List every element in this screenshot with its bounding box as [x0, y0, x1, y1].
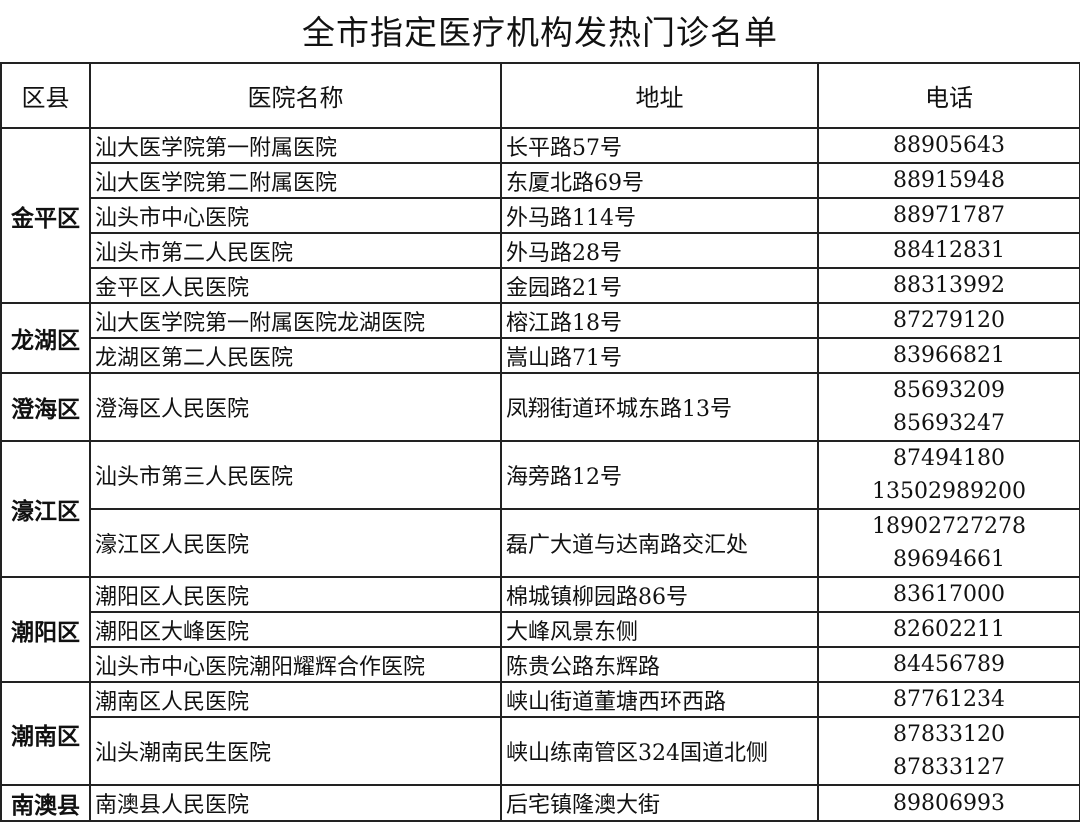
phone-cell: 83617000: [817, 576, 1080, 613]
table-row: 潮阳区大峰医院 大峰风景东侧 82602211: [1, 611, 1080, 648]
fever-clinic-table: 区县 医院名称 地址 电话 金平区 汕大医学院第一附属医院 长平路57号 889056…: [0, 62, 1080, 822]
table-row: 濠江区人民医院 磊广大道与达南路交汇处 18902727278 89694661: [1, 508, 1080, 578]
address-cell: 长平路57号: [500, 127, 819, 164]
phone-cell: 88915948: [817, 162, 1080, 199]
header-address: 地址: [500, 62, 819, 129]
address-cell: 峡山街道董塘西环西路: [500, 681, 819, 718]
district-cell: 南澳县: [0, 784, 91, 822]
table-row: 潮南区 潮南区人民医院 峡山街道董塘西环西路 87761234: [0, 681, 1080, 786]
district-cell: 龙湖区: [0, 302, 91, 374]
phone-cell: 83966821: [817, 337, 1080, 374]
address-cell: 外马路114号: [500, 197, 819, 234]
phone-number: 87833127: [893, 755, 1005, 780]
phone-number: 88971787: [893, 203, 1005, 228]
table-row: 濠江区 汕头市第三人民医院 海旁路12号 87494180 13502989200: [0, 440, 1080, 578]
hospital-name-cell: 汕大医学院第一附属医院: [89, 127, 502, 164]
phone-number: 87494180: [893, 446, 1005, 471]
table-row: 汕头市中心医院潮阳耀辉合作医院 陈贵公路东辉路 84456789: [1, 646, 1080, 683]
hospital-name-cell: 南澳县人民医院: [89, 784, 502, 822]
phone-number: 88915948: [893, 168, 1005, 193]
hospital-name-cell: 潮阳区大峰医院: [89, 611, 502, 648]
phone-cell: 87761234: [817, 681, 1080, 718]
phone-number: 87761234: [893, 687, 1005, 712]
hospital-name-cell: 汕头市中心医院潮阳耀辉合作医院: [89, 646, 502, 683]
hospital-name-cell: 汕大医学院第一附属医院龙湖医院: [89, 302, 502, 339]
address-cell: 峡山练南管区324国道北侧: [500, 716, 819, 786]
district-cell: 潮南区: [0, 681, 91, 786]
phone-number: 87833120: [893, 722, 1005, 747]
address-cell: 陈贵公路东辉路: [500, 646, 819, 683]
table-header-row: 区县 医院名称 地址 电话: [0, 62, 1080, 129]
hospital-name-cell: 澄海区人民医院: [89, 372, 502, 442]
phone-number: 87279120: [893, 308, 1005, 333]
hospital-name-cell: 汕大医学院第二附属医院: [89, 162, 502, 199]
phone-cell: 82602211: [817, 611, 1080, 648]
address-cell: 海旁路12号: [500, 440, 819, 510]
phone-number: 13502989200: [872, 479, 1026, 504]
address-cell: 棉城镇柳园路86号: [500, 576, 819, 613]
phone-cell: 89806993: [817, 784, 1080, 822]
address-cell: 榕江路18号: [500, 302, 819, 339]
phone-cell: 88905643: [817, 127, 1080, 164]
hospital-name-cell: 龙湖区第二人民医院: [89, 337, 502, 374]
hospital-name-cell: 汕头市第三人民医院: [89, 440, 502, 510]
address-cell: 外马路28号: [500, 232, 819, 269]
table-row: 汕大医学院第二附属医院 东厦北路69号 88915948: [1, 162, 1080, 199]
address-cell: 大峰风景东侧: [500, 611, 819, 648]
phone-cell: 18902727278 89694661: [817, 508, 1080, 578]
phone-cell: 87494180 13502989200: [817, 440, 1080, 510]
phone-number: 83617000: [893, 582, 1005, 607]
hospital-name-cell: 汕头市第二人民医院: [89, 232, 502, 269]
phone-cell: 88971787: [817, 197, 1080, 234]
address-cell: 嵩山路71号: [500, 337, 819, 374]
phone-number: 88313992: [893, 273, 1005, 298]
table-row: 龙湖区第二人民医院 嵩山路71号 83966821: [1, 337, 1080, 374]
hospital-name-cell: 金平区人民医院: [89, 267, 502, 304]
hospital-name-cell: 汕头潮南民生医院: [89, 716, 502, 786]
district-cell: 潮阳区: [0, 576, 91, 683]
phone-number: 85693209: [893, 378, 1005, 403]
table-row: 金平区 汕大医学院第一附属医院 长平路57号 88905643: [0, 127, 1080, 304]
address-cell: 凤翔街道环城东路13号: [500, 372, 819, 442]
phone-number: 18902727278: [872, 514, 1026, 539]
phone-number: 88412831: [893, 238, 1005, 263]
table-row: 龙湖区 汕大医学院第一附属医院龙湖医院 榕江路18号 87279120: [0, 302, 1080, 374]
table-row: 潮阳区 潮阳区人民医院 棉城镇柳园路86号 83617000: [0, 576, 1080, 683]
phone-cell: 84456789: [817, 646, 1080, 683]
phone-cell: 87833120 87833127: [817, 716, 1080, 786]
address-cell: 东厦北路69号: [500, 162, 819, 199]
table-row: 金平区人民医院 金园路21号 88313992: [1, 267, 1080, 304]
address-cell: 金园路21号: [500, 267, 819, 304]
page-title: 全市指定医疗机构发热门诊名单: [302, 13, 778, 52]
phone-cell: 87279120: [817, 302, 1080, 339]
phone-cell: 88313992: [817, 267, 1080, 304]
header-hospital: 医院名称: [89, 62, 502, 129]
phone-number: 88905643: [893, 133, 1005, 158]
phone-number: 89694661: [893, 547, 1005, 572]
table-row: 汕头市第二人民医院 外马路28号 88412831: [1, 232, 1080, 269]
hospital-name-cell: 汕头市中心医院: [89, 197, 502, 234]
phone-number: 89806993: [893, 790, 1005, 816]
table-row: 汕头潮南民生医院 峡山练南管区324国道北侧 87833120 87833127: [1, 716, 1080, 786]
table-row: 汕头市中心医院 外马路114号 88971787: [1, 197, 1080, 234]
phone-cell: 85693209 85693247: [817, 372, 1080, 442]
table-body: 金平区 汕大医学院第一附属医院 长平路57号 88905643 汕大医学院第二附属医院东…: [0, 127, 1080, 822]
district-cell: 澄海区: [0, 372, 91, 442]
phone-number: 83966821: [893, 343, 1005, 368]
table-row: 南澳县 南澳县人民医院 后宅镇隆澳大街 89806993: [0, 784, 1080, 822]
hospital-name-cell: 濠江区人民医院: [89, 508, 502, 578]
phone-number: 84456789: [893, 652, 1005, 677]
header-district: 区县: [0, 62, 91, 129]
hospital-name-cell: 潮阳区人民医院: [89, 576, 502, 613]
district-cell: 金平区: [0, 127, 91, 304]
header-phone: 电话: [817, 62, 1080, 129]
table-row: 澄海区 澄海区人民医院 凤翔街道环城东路13号 85693209 85693247: [0, 372, 1080, 442]
address-cell: 后宅镇隆澳大街: [500, 784, 819, 822]
phone-number: 85693247: [893, 411, 1005, 436]
address-cell: 磊广大道与达南路交汇处: [500, 508, 819, 578]
district-cell: 濠江区: [0, 440, 91, 578]
phone-number: 82602211: [893, 617, 1005, 642]
phone-cell: 88412831: [817, 232, 1080, 269]
hospital-name-cell: 潮南区人民医院: [89, 681, 502, 718]
